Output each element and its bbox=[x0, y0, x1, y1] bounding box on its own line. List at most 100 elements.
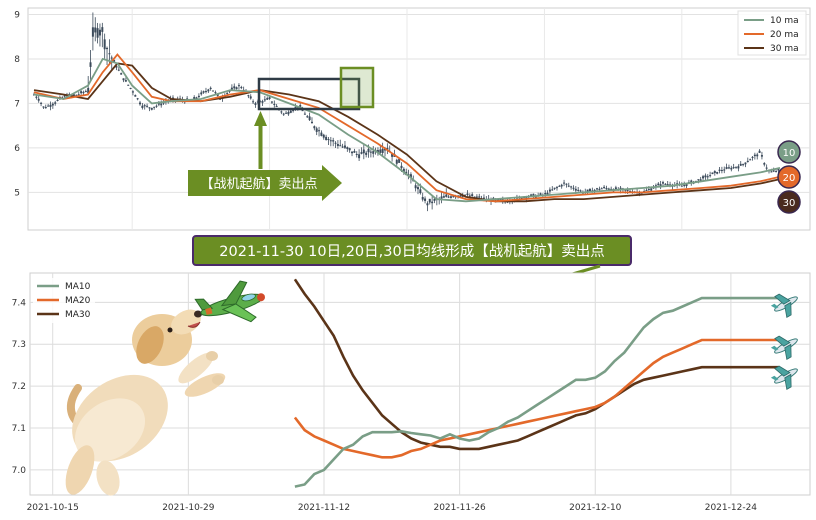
candle-body bbox=[268, 97, 271, 99]
candle-body bbox=[659, 184, 662, 186]
candle-body bbox=[120, 73, 123, 75]
candle-body bbox=[197, 95, 200, 98]
candle-body bbox=[730, 167, 733, 170]
bottom-legend: MA10 MA20 MA30 bbox=[33, 278, 95, 323]
candle-body bbox=[596, 188, 599, 190]
airplane-wing bbox=[774, 335, 791, 347]
candle-body bbox=[699, 179, 702, 182]
candle-body bbox=[666, 184, 669, 186]
candle-body bbox=[261, 101, 264, 103]
ma-badge-label: 30 bbox=[783, 198, 796, 209]
candle-body bbox=[445, 194, 448, 197]
candle-body bbox=[89, 62, 92, 67]
candle-body bbox=[449, 196, 452, 198]
candle-body bbox=[308, 116, 311, 121]
candle-body bbox=[287, 112, 290, 115]
airplane-icon bbox=[770, 293, 798, 319]
candle-body bbox=[214, 92, 217, 94]
top-y-tick-labels: 5 6 7 8 9 bbox=[14, 10, 20, 198]
candle-body bbox=[525, 196, 528, 199]
candle-body bbox=[348, 148, 351, 151]
airplane-tail bbox=[770, 303, 779, 309]
candle-body bbox=[409, 174, 412, 178]
candle-body bbox=[520, 197, 523, 200]
candle-body bbox=[87, 87, 90, 94]
candle-body bbox=[661, 182, 664, 184]
candle-body bbox=[160, 103, 163, 106]
candle-body bbox=[746, 160, 749, 163]
bottom-y-tick-label: 7.4 bbox=[12, 298, 27, 308]
candle-body bbox=[588, 188, 591, 191]
candle-body bbox=[75, 94, 78, 96]
candle-body bbox=[680, 185, 683, 187]
candle-body bbox=[548, 189, 551, 192]
top-y-tick-label: 7 bbox=[14, 99, 20, 109]
candle-body bbox=[329, 140, 332, 142]
candle-body bbox=[704, 175, 707, 178]
annotation-banner: 2021-11-30 10日,20日,30日均线形成【战机起航】卖出点 bbox=[192, 235, 632, 285]
right-arrow-shape bbox=[188, 165, 342, 201]
top-ma-line-30-ma bbox=[33, 62, 781, 203]
candle-body bbox=[645, 189, 648, 191]
ma-badge-30 bbox=[777, 190, 801, 214]
candle-body bbox=[143, 105, 146, 107]
arrow-label-text: 【战机起航】卖出点 bbox=[200, 176, 317, 192]
candle-body bbox=[567, 185, 570, 187]
bottom-x-tick-label: 2021-12-24 bbox=[705, 503, 758, 513]
candle-body bbox=[136, 98, 139, 100]
candle-body bbox=[233, 86, 236, 89]
candle-body bbox=[207, 89, 210, 92]
candle-body bbox=[386, 147, 389, 151]
candle-body bbox=[285, 112, 288, 114]
candle-body bbox=[725, 167, 728, 169]
ma-badge-20 bbox=[777, 165, 801, 189]
candle-body bbox=[327, 139, 330, 141]
candle-body bbox=[742, 164, 745, 166]
candle-body bbox=[226, 92, 229, 94]
candle-body bbox=[101, 27, 104, 32]
candle-body bbox=[228, 90, 231, 92]
bottom-legend-label: MA10 bbox=[65, 282, 91, 292]
candle-body bbox=[709, 175, 712, 177]
candle-body bbox=[737, 166, 740, 169]
candle-body bbox=[193, 97, 196, 100]
candle-body bbox=[690, 180, 693, 183]
candle-body bbox=[647, 188, 650, 190]
candle-body bbox=[772, 170, 775, 172]
bottom-line-MA20 bbox=[293, 338, 780, 459]
candle-body bbox=[77, 94, 80, 96]
candle-body bbox=[320, 132, 323, 136]
candle-body bbox=[80, 91, 83, 94]
top-legend-label: 20 ma bbox=[770, 30, 799, 40]
candle-body bbox=[419, 189, 422, 194]
candle-body bbox=[777, 168, 780, 171]
candle-body bbox=[607, 188, 610, 190]
candle-body bbox=[544, 193, 547, 195]
candle-body bbox=[299, 105, 302, 108]
candle-body bbox=[362, 149, 365, 154]
candle-body bbox=[230, 87, 233, 90]
candle-body bbox=[760, 155, 763, 157]
candle-body bbox=[468, 195, 471, 197]
candle-body bbox=[664, 183, 667, 185]
candle-body bbox=[103, 39, 106, 50]
candle-body bbox=[629, 190, 632, 192]
candle-body bbox=[574, 188, 577, 191]
candle-body bbox=[56, 99, 59, 101]
candle-body bbox=[770, 171, 773, 173]
top-plot-frame bbox=[27, 7, 811, 231]
candle-body bbox=[391, 153, 394, 157]
fighter-jet-icon bbox=[194, 280, 265, 323]
candle-body bbox=[683, 184, 686, 186]
candle-body bbox=[657, 183, 660, 186]
candle-body bbox=[115, 66, 118, 68]
candle-body bbox=[381, 148, 384, 153]
airplane-wing bbox=[774, 293, 791, 305]
candle-body bbox=[400, 165, 403, 169]
candle-body bbox=[153, 106, 156, 108]
candle-body bbox=[42, 106, 45, 108]
candle-body bbox=[237, 85, 240, 87]
candle-body bbox=[447, 196, 450, 198]
airplane-icons bbox=[770, 293, 798, 391]
top-legend-label: 30 ma bbox=[770, 44, 799, 54]
